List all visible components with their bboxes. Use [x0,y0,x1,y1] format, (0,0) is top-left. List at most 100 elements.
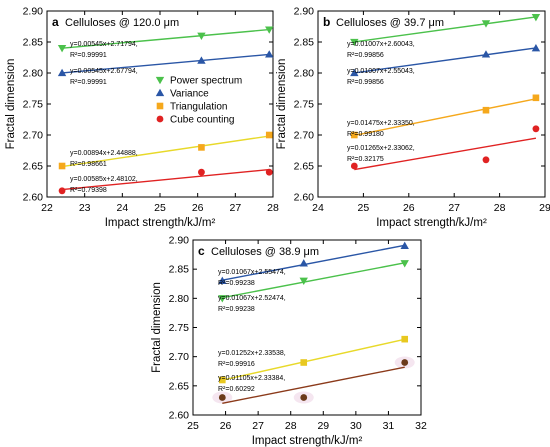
fit-r2: R²=0.99991 [70,79,107,86]
x-tick-label: 30 [350,420,362,432]
fit-line [222,244,405,281]
panel-b: 24 25 26 27 28 29 2.60 2.65 2.70 2.75 2.80 2.85 2.90… [276,6,550,230]
y-tick-label: 2.85 [23,37,44,49]
y-tick-label: 2.75 [169,322,190,334]
data-point [532,125,540,133]
data-point [197,32,206,40]
x-tick-label: 24 [312,202,324,214]
x-tick-label: 32 [415,420,427,432]
data-point [197,56,206,64]
x-tick-label: 25 [187,420,199,432]
x-tick-label: 26 [403,202,415,214]
y-tick-label: 2.75 [294,99,315,111]
panel-title: Celluloses @ 120.0 μm [65,17,179,29]
y-tick-label: 2.90 [23,6,44,18]
data-point [299,259,308,267]
x-tick-label: 31 [383,420,395,432]
fit-line [61,168,270,191]
legend-label: Triangulation [170,102,227,113]
data-point [58,187,66,195]
panel-c: 25 26 27 28 29 30 31 32 2.60 2.65 2.70 2.75 2.80 2.85… [151,235,427,447]
panel-title: Celluloses @ 39.7 μm [336,17,444,29]
y-tick-label: 2.85 [294,37,315,49]
data-point [350,162,358,170]
legend-marker [155,76,165,85]
panel-letter: a [52,15,59,29]
x-tick-label: 27 [448,202,460,214]
legend-marker [155,88,165,97]
fit-line [61,135,270,168]
fit-line [222,338,405,381]
fit-r2: R²=0.99991 [70,52,107,59]
fit-r2: R²=0.98661 [70,161,107,168]
x-tick-label: 24 [116,202,128,214]
data-point [481,20,491,28]
data-point [58,162,66,170]
data-point [531,14,541,22]
fit-equation: y=0.01067x+2.55474, [218,269,286,276]
y-tick-label: 2.70 [23,130,44,142]
data-point [300,394,308,401]
fit-r2: R²=0.99238 [218,280,255,287]
fit-line [222,262,405,299]
y-tick-label: 2.60 [294,192,315,204]
data-point [350,38,359,47]
data-point [481,50,491,58]
fit-equation: y=0.01252x+2.33538, [218,350,286,357]
y-tick-label: 2.80 [294,68,315,80]
fit-equation: y=0.00894x+2.44888, [70,150,138,157]
legend-label: Variance [170,89,209,100]
fit-r2: R²=0.99916 [218,361,255,368]
data-point [350,68,359,77]
fit-line [62,28,270,49]
x-tick-label: 26 [220,420,232,432]
y-tick-label: 2.60 [169,410,190,422]
panel-letter: b [323,15,330,29]
fit-equation: y=0.01475x+2.33350, [347,120,415,127]
fit-line [354,47,537,74]
data-point [218,276,227,284]
data-point [300,359,308,366]
fit-equation: y=0.00585x+2.48102, [70,176,138,183]
fit-equation: y=0.01067x+2.52474, [218,295,286,302]
data-point [218,394,226,401]
data-point [218,295,227,303]
fit-r2: R²=0.99238 [218,306,255,313]
y-tick-label: 2.80 [23,68,44,80]
legend: Power spectrum Variance Triangulation Cube … [155,76,242,126]
y-tick-label: 2.70 [169,351,190,363]
data-point [299,277,308,286]
data-point [219,376,226,384]
data-point [198,168,205,176]
y-tick-label: 2.65 [23,161,44,173]
y-tick-label: 2.90 [294,6,315,18]
legend-marker [156,115,164,123]
data-point [265,131,273,139]
y-axis-title: Fractal dimension [5,59,17,150]
x-tick-label: 28 [285,420,297,432]
y-tick-label: 2.70 [294,130,315,142]
legend-label: Cube counting [170,115,235,126]
fit-line [354,16,537,43]
x-tick-label: 27 [252,420,264,432]
data-point [265,168,273,176]
panel-letter: c [198,244,205,258]
x-axis-title: Impact strength/kJ/m² [376,217,487,229]
fit-equation: y=0.00545x+2.71794, [70,41,138,48]
x-tick-label: 29 [317,420,329,432]
legend-marker [156,102,164,110]
x-tick-label: 23 [79,202,91,214]
panel-title: Celluloses @ 38.9 μm [211,246,319,258]
y-tick-label: 2.90 [169,235,190,247]
fit-equation: y=0.01007x+2.60043, [347,41,415,48]
fit-line [354,137,537,171]
x-axis-title: Impact strength/kJ/m² [105,217,216,229]
fit-line [222,366,405,404]
data-point [400,260,409,268]
data-point [198,144,205,151]
fit-r2: R²=0.79398 [70,187,107,194]
y-axis-title: Fractal dimension [151,282,163,373]
data-point [531,44,541,52]
x-tick-label: 28 [267,202,279,214]
